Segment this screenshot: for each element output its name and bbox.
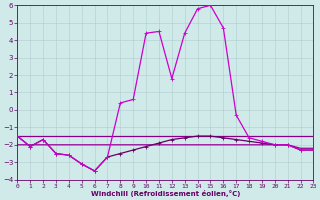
X-axis label: Windchill (Refroidissement éolien,°C): Windchill (Refroidissement éolien,°C) [91, 190, 240, 197]
